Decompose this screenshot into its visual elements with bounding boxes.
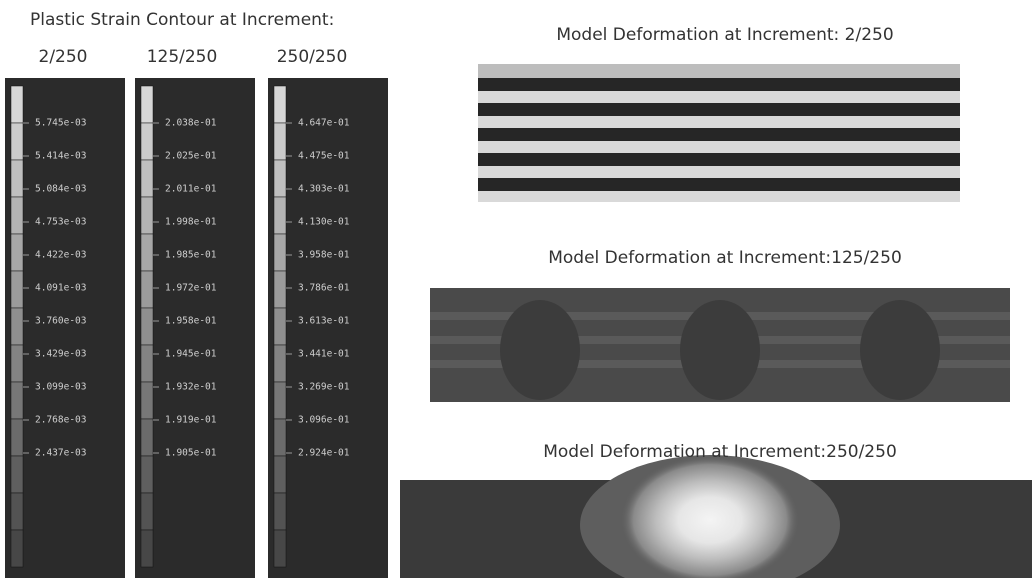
legend-swatch: [274, 271, 286, 308]
legend-label: 4.647e-01: [298, 118, 350, 129]
legend-swatch: [274, 382, 286, 419]
legend-label: 3.786e-01: [298, 283, 350, 294]
legend-swatch: [11, 456, 23, 493]
legend-swatch: [141, 419, 153, 456]
increment-label: 125/250: [147, 47, 218, 67]
legend-label: 2.011e-01: [165, 184, 217, 195]
legend-swatch: [141, 86, 153, 123]
legend-swatch: [11, 160, 23, 197]
legend-swatch: [274, 197, 286, 234]
legend-swatch: [11, 419, 23, 456]
legend-label: 1.932e-01: [165, 382, 217, 393]
legend-swatch: [11, 271, 23, 308]
legend-swatch: [11, 345, 23, 382]
model-image: [430, 288, 1010, 402]
legend-label: 3.096e-01: [298, 415, 350, 426]
legend-swatch: [274, 160, 286, 197]
legend-label: 3.429e-03: [35, 349, 86, 360]
legend-label: 5.084e-03: [35, 184, 86, 195]
legend-label: 4.753e-03: [35, 217, 86, 228]
legend-label: 1.945e-01: [165, 349, 217, 360]
legend-swatch: [11, 234, 23, 271]
legend-swatch: [274, 86, 286, 123]
figure-title: Plastic Strain Contour at Increment:: [30, 10, 334, 30]
legend-swatch: [141, 382, 153, 419]
legend-label: 4.475e-01: [298, 151, 350, 162]
legend-label: 3.958e-01: [298, 250, 350, 261]
legend-swatch: [274, 308, 286, 345]
model-image: [478, 64, 960, 202]
legend-label: 3.099e-03: [35, 382, 86, 393]
legend-swatch: [141, 234, 153, 271]
legend-swatch: [141, 345, 153, 382]
model-title: Model Deformation at Increment: 2/250: [556, 25, 893, 45]
legend-label: 1.998e-01: [165, 217, 217, 228]
legend-swatch: [274, 234, 286, 271]
legend-label: 1.905e-01: [165, 448, 217, 459]
legend-label: 4.130e-01: [298, 217, 350, 228]
legend-swatch: [274, 493, 286, 530]
legend-swatch: [141, 456, 153, 493]
legend-swatch: [141, 271, 153, 308]
increment-label: 2/250: [39, 47, 88, 67]
legend-swatch: [274, 345, 286, 382]
legend-swatch: [274, 123, 286, 160]
legend-label: 1.919e-01: [165, 415, 217, 426]
legend-swatch: [274, 456, 286, 493]
legend-swatch: [141, 160, 153, 197]
legend-swatch: [141, 530, 153, 567]
legend-swatch: [11, 382, 23, 419]
legend-swatch: [274, 419, 286, 456]
legend-swatch: [11, 530, 23, 567]
legend-label: 4.422e-03: [35, 250, 86, 261]
legend-swatch: [274, 530, 286, 567]
legend-label: 2.038e-01: [165, 118, 217, 129]
figure-canvas: Plastic Strain Contour at Increment: 2/2…: [0, 0, 1032, 578]
legend-label: 3.441e-01: [298, 349, 350, 360]
legend-label: 5.414e-03: [35, 151, 86, 162]
legend-label: 1.972e-01: [165, 283, 217, 294]
legend-swatch: [141, 493, 153, 530]
legend-label: 5.745e-03: [35, 118, 86, 129]
legend-swatch: [141, 197, 153, 234]
legend-label: 1.958e-01: [165, 316, 217, 327]
legend-swatch: [11, 86, 23, 123]
legend-swatch: [141, 123, 153, 160]
legend-label: 2.924e-01: [298, 448, 350, 459]
legend-label: 3.613e-01: [298, 316, 350, 327]
legend-swatch: [141, 308, 153, 345]
increment-label: 250/250: [277, 47, 348, 67]
legend-label: 3.269e-01: [298, 382, 350, 393]
legend-label: 4.303e-01: [298, 184, 350, 195]
legend-label: 2.025e-01: [165, 151, 217, 162]
model-title: Model Deformation at Increment:125/250: [548, 248, 902, 268]
legend-swatch: [11, 197, 23, 234]
legend-label: 2.437e-03: [35, 448, 86, 459]
legend-label: 4.091e-03: [35, 283, 86, 294]
figure: Plastic Strain Contour at Increment: 2/2…: [0, 0, 1032, 578]
legend-label: 3.760e-03: [35, 316, 86, 327]
model-image: [400, 455, 1032, 578]
legend-swatch: [11, 308, 23, 345]
legend-label: 2.768e-03: [35, 415, 86, 426]
model-title: Model Deformation at Increment:250/250: [543, 442, 897, 462]
legend-swatch: [11, 493, 23, 530]
legend-label: 1.985e-01: [165, 250, 217, 261]
legend-swatch: [11, 123, 23, 160]
